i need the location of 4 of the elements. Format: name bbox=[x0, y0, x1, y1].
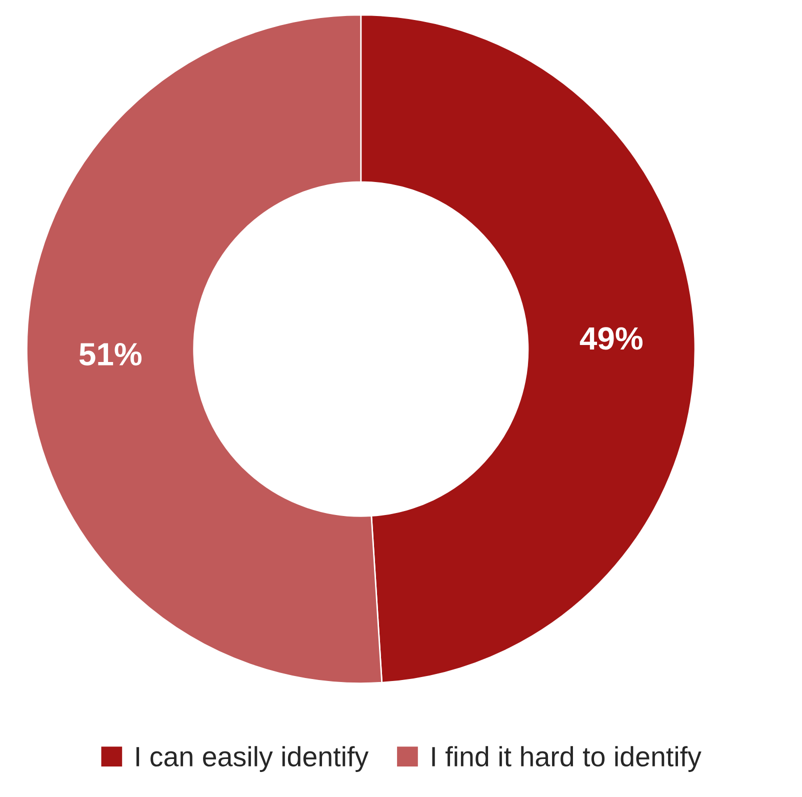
data-label: 49% bbox=[580, 327, 643, 350]
data-label: 51% bbox=[79, 342, 142, 366]
legend-label: I can easily identify bbox=[136, 746, 369, 772]
legend-label: I find it hard to identify bbox=[432, 746, 702, 772]
